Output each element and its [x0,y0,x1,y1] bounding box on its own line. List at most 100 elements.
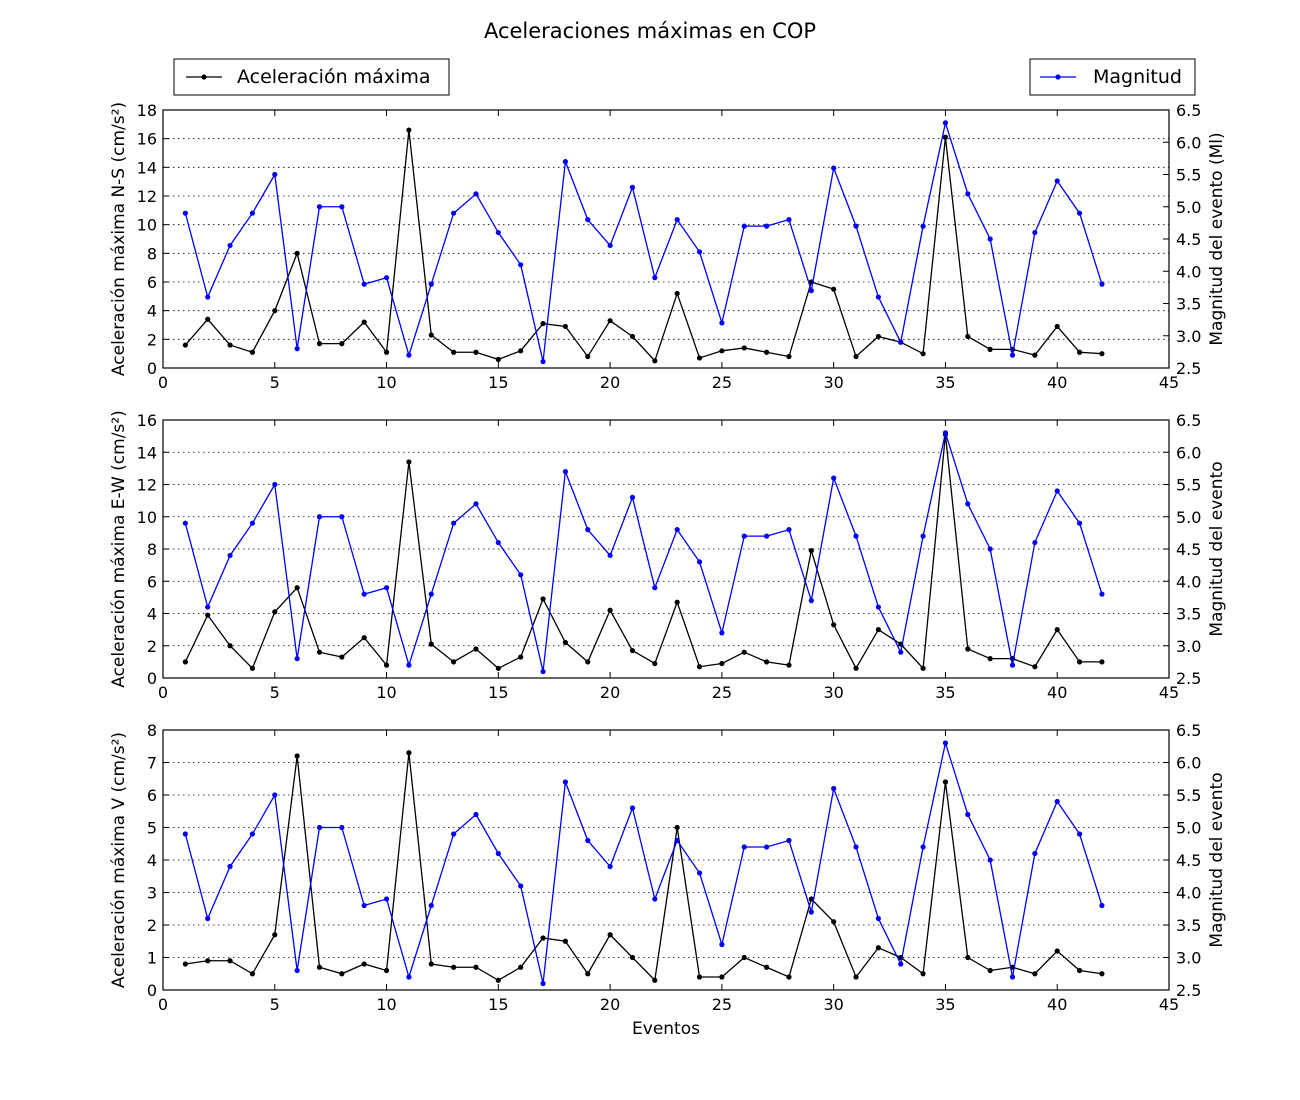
point-acceleration-ns [473,349,479,355]
point-acceleration-v [518,964,524,970]
y2-tick-label-ew: 3.5 [1176,605,1201,624]
y2-axis-label-ns: Magnitud del evento (Ml) [1207,132,1227,345]
point-magnitude-ns [451,210,457,216]
y-tick-label-ns: 12 [137,187,157,206]
x-tick-label-v: 0 [158,995,168,1014]
point-acceleration-ns [786,353,792,360]
y-tick-label-v: 6 [147,786,157,805]
point-acceleration-ns [227,342,233,348]
point-magnitude-ew [473,501,479,507]
point-magnitude-ew [898,649,904,655]
y2-tick-label-ns: 5.0 [1176,198,1201,217]
point-magnitude-v [1054,798,1060,805]
point-acceleration-ew [428,641,434,647]
series-magnitude-v [184,740,1103,984]
x-tick-label-ew: 20 [600,683,620,702]
point-magnitude-ns [205,294,211,300]
y-tick-label-ew: 8 [147,540,157,559]
point-magnitude-ew [205,604,211,610]
point-magnitude-v [361,902,367,909]
point-acceleration-v [1054,948,1060,954]
point-acceleration-ns [495,356,501,362]
x-tick-label-ns: 40 [1047,373,1067,392]
point-acceleration-ew [451,659,457,665]
y-tick-label-ew: 12 [137,476,157,495]
x-tick-label-v: 25 [712,995,732,1014]
point-acceleration-ew [205,612,211,618]
point-acceleration-ew [808,548,814,554]
point-acceleration-v [920,971,926,977]
series-acceleration-ew [184,434,1102,670]
point-magnitude-ew [786,527,792,533]
point-acceleration-v [942,779,949,785]
point-acceleration-v [406,750,412,756]
y-tick-label-ns: 0 [147,359,157,378]
point-acceleration-v [853,974,859,980]
point-magnitude-ew [808,598,814,604]
point-magnitude-v [1009,974,1016,980]
point-acceleration-v [428,961,434,967]
point-acceleration-ns [831,286,837,292]
point-magnitude-v [1076,831,1083,837]
point-magnitude-ew [696,559,703,565]
x-tick-label-ew: 40 [1047,683,1067,702]
point-acceleration-ns [540,320,546,327]
point-magnitude-ns [898,339,904,345]
y2-tick-label-v: 4.5 [1176,851,1201,870]
x-tick-label-v: 30 [823,995,843,1014]
point-magnitude-ew [406,662,412,668]
x-tick-label-v: 40 [1047,995,1067,1014]
point-magnitude-ns [518,262,524,268]
point-acceleration-v [741,954,747,961]
y-axis-label-v: Aceleración máxima V (cm/s²) [109,732,129,988]
point-magnitude-ns [920,223,926,229]
y-tick-label-v: 8 [147,721,157,740]
x-tick-label-ns: 0 [158,373,168,392]
y2-tick-label-v: 5.5 [1176,786,1201,805]
point-magnitude-ns [1009,352,1016,358]
legend-magnitude-marker [1055,74,1061,80]
point-acceleration-v [451,964,457,970]
point-magnitude-ew [316,514,323,520]
point-acceleration-ns [294,250,300,256]
point-acceleration-ew [182,659,188,665]
x-axis-label: Eventos [632,1019,700,1039]
point-magnitude-ew [764,533,770,539]
point-magnitude-ew [562,469,569,475]
y-tick-label-v: 1 [147,949,157,968]
point-magnitude-ns [227,242,233,249]
point-magnitude-v [696,870,703,876]
y-tick-label-ew: 6 [147,572,157,591]
point-acceleration-v [495,977,501,983]
point-magnitude-ew [1032,539,1038,546]
point-acceleration-ew [987,656,993,662]
point-magnitude-ew [361,591,367,597]
point-magnitude-v [942,740,949,746]
point-acceleration-ns [585,353,591,360]
point-magnitude-ns [674,217,680,223]
point-magnitude-v [428,902,434,909]
point-acceleration-ns [987,346,993,352]
point-acceleration-ns [875,333,881,340]
point-magnitude-v [205,915,211,922]
point-magnitude-v [987,857,993,863]
x-tick-label-ns: 25 [712,373,732,392]
point-magnitude-v [674,837,680,844]
y2-tick-label-ns: 5.5 [1176,166,1201,185]
point-acceleration-ew [406,459,412,465]
point-acceleration-v [249,971,256,977]
point-magnitude-ew [965,501,971,507]
point-acceleration-ew [719,660,725,667]
point-acceleration-v [383,967,390,974]
point-magnitude-ns [831,165,837,171]
point-magnitude-ns [1076,210,1083,216]
x-tick-label-ns: 10 [376,373,396,392]
point-acceleration-v [652,977,658,983]
point-acceleration-ew [272,609,278,615]
y-tick-label-ns: 18 [137,101,157,120]
y-tick-label-v: 4 [147,851,157,870]
point-magnitude-ns [741,223,747,229]
point-acceleration-ew [540,596,546,602]
chart-title: Aceleraciones máximas en COP [484,19,816,43]
point-acceleration-ew [875,627,881,633]
